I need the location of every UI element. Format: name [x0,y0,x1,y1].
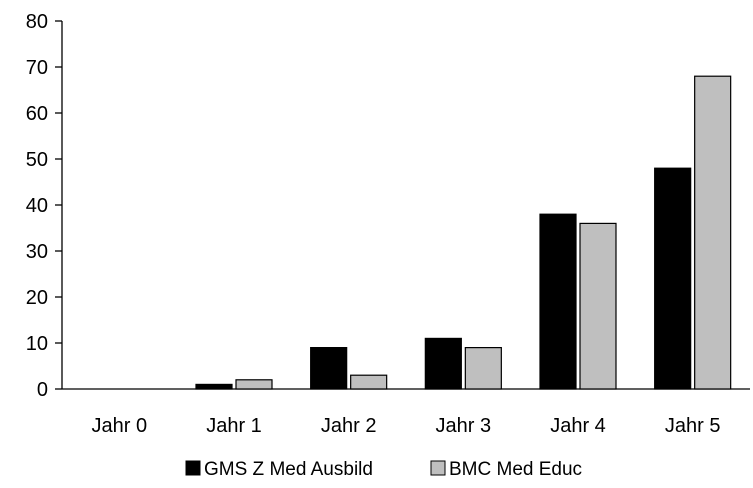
bar-bmc-jahr-2 [350,374,388,390]
legend-swatch [430,460,446,476]
y-tick-label: 50 [26,149,48,171]
legend-swatch [185,460,201,476]
bar-bmc-jahr-1 [235,379,273,390]
y-tick-label: 80 [26,11,48,33]
bars [195,75,732,390]
y-tick-label: 60 [26,103,48,125]
y-tick-label: 10 [26,333,48,355]
bar-bmc-jahr-3 [464,347,502,390]
bar-bmc-jahr-4 [579,222,617,390]
x-tick-label: Jahr 2 [321,415,377,437]
legend: GMS Z Med Ausbild BMC Med Educ [185,459,582,480]
legend-label: GMS Z Med Ausbild [204,459,373,480]
y-tick-label: 0 [37,379,48,401]
bar-bmc-jahr-5 [694,75,732,390]
x-tick-label: Jahr 3 [436,415,492,437]
bar-gms-jahr-4 [539,213,577,390]
x-axis: Jahr 0 Jahr 1 Jahr 2 Jahr 3 Jahr 4 Jahr 5 [62,388,750,437]
x-tick-label: Jahr 5 [665,415,721,437]
bar-gms-jahr-1 [195,383,233,390]
y-axis: 0 10 20 30 40 50 60 70 80 [26,11,63,401]
bar-gms-jahr-5 [654,167,692,390]
bar-gms-jahr-2 [310,347,348,390]
bar-gms-jahr-3 [424,337,462,390]
y-tick-label: 20 [26,287,48,309]
x-tick-label: Jahr 4 [550,415,606,437]
legend-label: BMC Med Educ [449,459,582,480]
y-tick-label: 40 [26,195,48,217]
y-tick-label: 30 [26,241,48,263]
y-tick-label: 70 [26,57,48,79]
x-tick-label: Jahr 1 [206,415,262,437]
x-tick-label: Jahr 0 [92,415,148,437]
